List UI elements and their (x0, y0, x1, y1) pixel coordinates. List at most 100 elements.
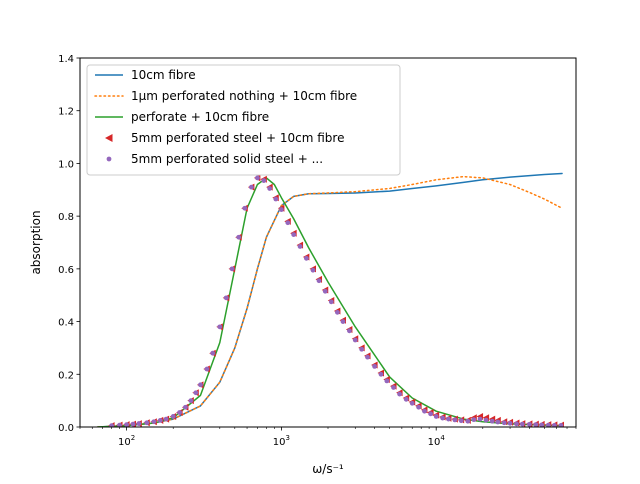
data-point-marker (446, 416, 451, 422)
data-point-marker (533, 422, 539, 427)
y-tick-label: 0.6 (58, 265, 74, 276)
series-3 (108, 174, 564, 427)
legend-item: perforate + 10cm fibre (95, 110, 269, 124)
legend: 10cm fibre 1μm perforated nothing + 10cm … (86, 64, 401, 176)
data-point-marker (527, 421, 532, 427)
data-point-marker (310, 267, 316, 273)
data-point-marker (285, 220, 291, 226)
series-4 (109, 175, 564, 427)
data-point-marker (236, 234, 242, 240)
x-tick-base: 10 (118, 437, 131, 448)
legend-label: perforate + 10cm fibre (131, 110, 269, 124)
data-point-marker (316, 278, 322, 284)
data-point-marker (223, 295, 229, 301)
y-tick-label: 0.2 (58, 370, 74, 381)
data-point-marker (188, 398, 194, 404)
series-1 (96, 175, 563, 427)
data-point-marker (242, 205, 248, 211)
data-point-marker (163, 416, 169, 422)
data-point-marker (198, 382, 203, 388)
data-point-marker (157, 418, 163, 423)
legend-item: 5mm perforated steel + 10cm fibre (105, 131, 344, 145)
data-point-marker (458, 418, 464, 424)
data-point-marker (347, 328, 352, 334)
y-tick-label: 0.8 (58, 212, 74, 223)
data-point-marker (378, 371, 384, 377)
legend-label: 1μm perforated nothing + 10cm fibre (131, 89, 357, 103)
legend-item: 10cm fibre (95, 68, 196, 82)
data-point-marker (409, 400, 415, 406)
x-tick-base: 10 (273, 437, 286, 448)
data-point-marker (261, 178, 267, 183)
data-point-marker (489, 418, 495, 424)
data-point-marker (328, 299, 334, 305)
data-point-marker (117, 422, 122, 427)
plot-series-group (96, 172, 564, 427)
data-point-marker (297, 244, 303, 249)
y-tick-label: 1.2 (58, 107, 74, 118)
x-tick-label: 102 (118, 434, 135, 448)
data-point-marker (551, 423, 557, 427)
data-point-marker (204, 366, 210, 372)
data-point-marker (217, 324, 223, 330)
legend-item: 5mm perforated solid steel + ... (106, 152, 323, 166)
data-point-marker (144, 420, 150, 426)
data-point-marker (483, 417, 489, 423)
data-point-marker (109, 423, 114, 427)
data-point-marker (183, 404, 188, 410)
data-point-marker (248, 184, 254, 190)
data-point-marker (372, 363, 377, 369)
data-point-marker (428, 411, 433, 417)
data-point-marker (210, 350, 216, 356)
data-point-marker (136, 421, 142, 426)
data-point-marker (365, 354, 370, 360)
data-point-marker (545, 422, 551, 427)
series-line (96, 175, 563, 427)
data-point-marker (291, 232, 297, 237)
legend-box (86, 64, 401, 176)
legend-swatch (105, 134, 113, 142)
data-point-marker (477, 416, 483, 422)
data-point-marker (471, 417, 477, 423)
data-point-marker (177, 410, 183, 415)
data-point-marker (391, 385, 396, 390)
data-point-marker (303, 255, 309, 261)
data-point-marker (539, 422, 545, 427)
data-point-marker (151, 419, 157, 425)
legend-label: 10cm fibre (131, 68, 196, 82)
data-point-marker (130, 421, 136, 427)
data-point-marker (384, 378, 390, 384)
data-point-marker (193, 390, 199, 396)
x-tick-exponent: 3 (286, 434, 290, 442)
legend-item: 1μm perforated nothing + 10cm fibre (94, 89, 357, 103)
data-point-marker (465, 418, 471, 424)
legend-swatch (106, 156, 112, 162)
data-point-marker (124, 422, 129, 427)
y-tick-label: 0.0 (58, 423, 74, 434)
data-point-marker (170, 414, 176, 419)
data-point-marker (279, 207, 284, 212)
x-tick-label: 103 (273, 434, 290, 448)
data-point-marker (267, 186, 273, 191)
data-point-marker (229, 266, 235, 272)
x-tick-base: 10 (428, 437, 441, 448)
data-point-marker (403, 396, 409, 402)
data-point-marker (514, 421, 519, 427)
data-point-marker (416, 404, 422, 410)
data-point-marker (359, 346, 365, 352)
data-point-marker (322, 288, 328, 294)
x-axis-label: ω/s⁻¹ (312, 462, 344, 476)
data-point-marker (507, 420, 513, 426)
data-point-marker (495, 419, 501, 425)
data-point-marker (519, 421, 525, 427)
x-tick-label: 104 (428, 434, 446, 448)
data-point-marker (501, 420, 507, 426)
y-axis: 0.0 0.2 0.4 0.6 0.8 1.0 1.2 1.4 (58, 54, 80, 434)
data-point-marker (397, 391, 402, 397)
data-point-marker (273, 196, 279, 202)
y-tick-label: 1.0 (58, 159, 74, 170)
data-point-marker (352, 337, 358, 343)
data-point-marker (558, 423, 564, 427)
